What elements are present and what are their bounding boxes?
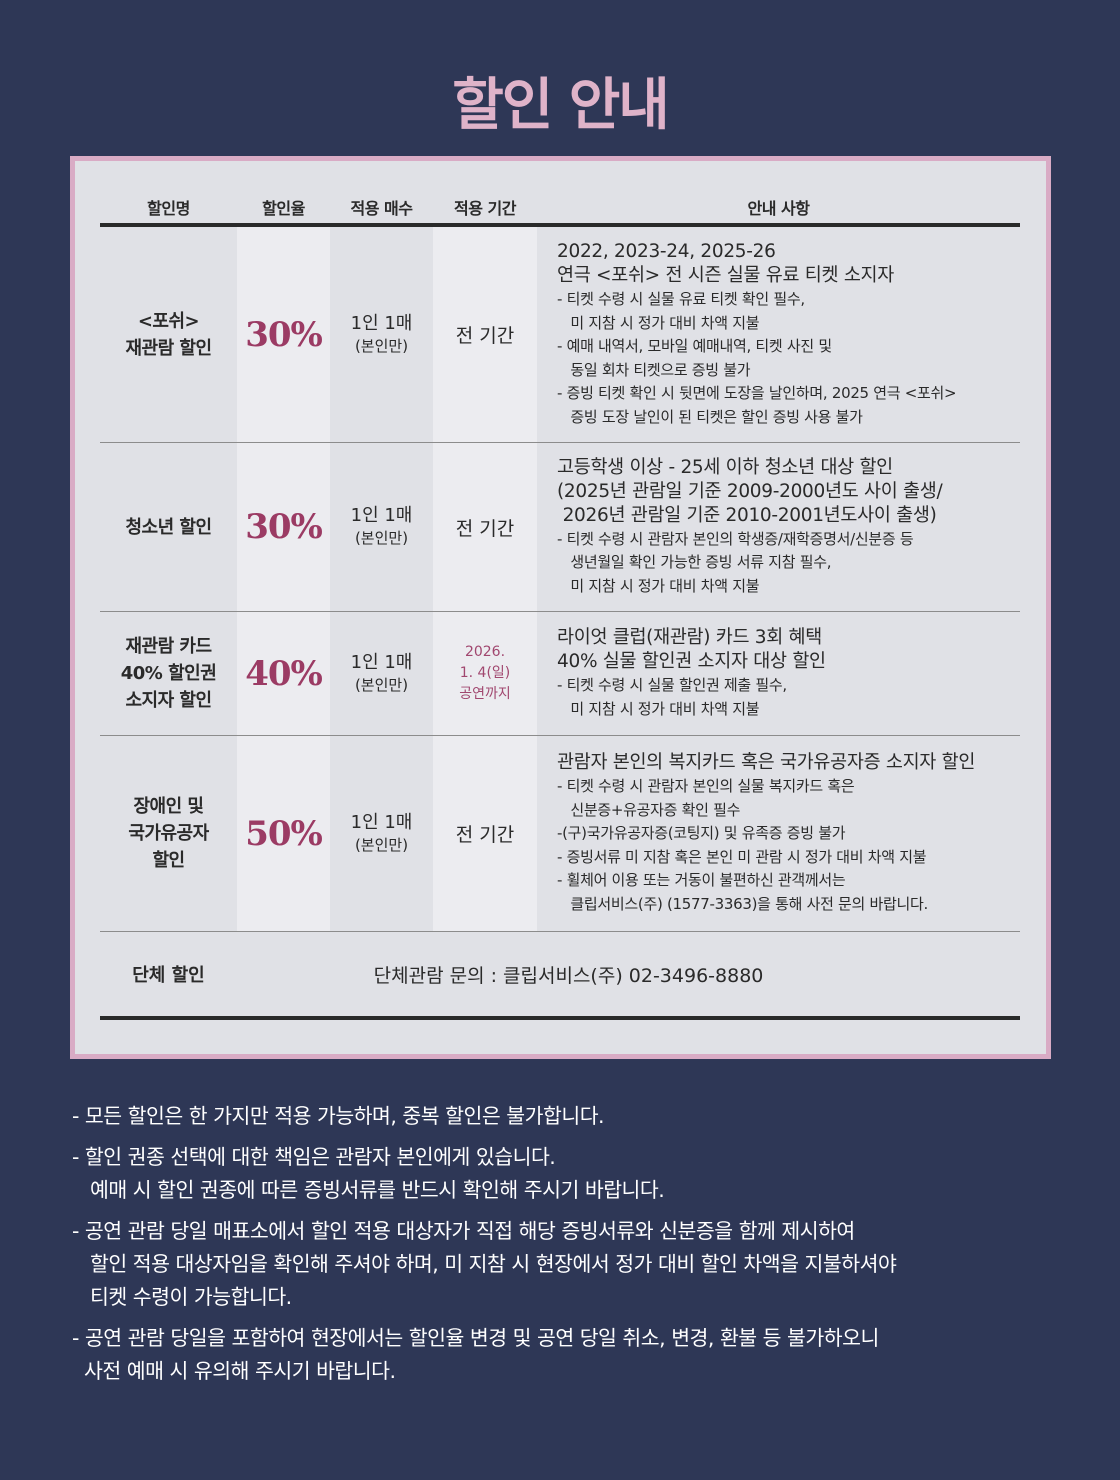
quantity-cell: 1인 1매 (본인만) [330, 612, 433, 735]
discount-rate: 40% [237, 612, 330, 735]
discount-name: <포쉬> 재관람 할인 [125, 310, 212, 359]
discount-table-panel: 할인명 할인율 적용 매수 적용 기간 안내 사항 <포쉬> 재관람 할인 30… [70, 156, 1051, 1059]
period: 2026. 1. 4(일) 공연까지 [433, 612, 537, 735]
quantity: 1인 1매 [350, 811, 413, 833]
info-body: - 티켓 수령 시 실물 할인권 제출 필수, 미 지참 시 정가 대비 차액 … [557, 676, 787, 718]
table-header: 할인명 할인율 적용 매수 적용 기간 안내 사항 [100, 161, 1020, 227]
quantity: 1인 1매 [350, 312, 413, 334]
discount-name: 장애인 및 국가유공자 할인 [128, 796, 209, 871]
table-row: 장애인 및 국가유공자 할인 50% 1인 1매 (본인만) 전 기간 관람자 본… [100, 736, 1020, 932]
discount-table: 할인명 할인율 적용 매수 적용 기간 안내 사항 <포쉬> 재관람 할인 30… [100, 161, 1020, 1020]
discount-rate: 50% [237, 736, 330, 931]
info-heading: 라이엇 클럽(재관람) 카드 3회 혜택 40% 실물 할인권 소지자 대상 할… [557, 627, 826, 672]
page-title: 할인 안내 [452, 73, 670, 138]
note-item: - 할인 권종 선택에 대한 책임은 관람자 본인에게 있습니다. 예매 시 할… [72, 1145, 665, 1202]
info-body: - 티켓 수령 시 실물 유료 티켓 확인 필수, 미 지참 시 정가 대비 차… [557, 290, 957, 426]
period: 전 기간 [433, 736, 537, 931]
discount-rate: 30% [237, 443, 330, 611]
discount-rate: 30% [237, 227, 330, 442]
quantity-note: (본인만) [354, 529, 409, 547]
period: 전 기간 [433, 443, 537, 611]
info-cell: 라이엇 클럽(재관람) 카드 3회 혜택 40% 실물 할인권 소지자 대상 할… [537, 612, 1020, 735]
header-info: 안내 사항 [747, 199, 810, 218]
info-heading: 고등학생 이상 - 25세 이하 청소년 대상 할인 (2025년 관람일 기준… [557, 456, 943, 526]
note-item: - 모든 할인은 한 가지만 적용 가능하며, 중복 할인은 불가합니다. [72, 1104, 605, 1128]
quantity-note: (본인만) [354, 675, 409, 694]
quantity-note: (본인만) [354, 336, 409, 355]
quantity-cell: 1인 1매 (본인만) [330, 227, 433, 442]
header-period: 적용 기간 [454, 199, 516, 218]
quantity: 1인 1매 [350, 505, 413, 526]
info-cell: 관람자 본인의 복지카드 혹은 국가유공자증 소지자 할인 - 티켓 수령 시 관… [537, 736, 1020, 931]
discount-name: 재관람 카드 40% 할인권 소지자 할인 [120, 636, 217, 711]
info-body: - 티켓 수령 시 관람자 본인의 실물 복지카드 혹은 신분증+유공자증 확인… [557, 777, 928, 913]
info-heading: 관람자 본인의 복지카드 혹은 국가유공자증 소지자 할인 [557, 752, 976, 773]
info-body: - 티켓 수령 시 관람자 본인의 학생증/재학증명서/신분증 등 생년월일 확… [557, 529, 914, 595]
notes-list: - 모든 할인은 한 가지만 적용 가능하며, 중복 할인은 불가합니다. - 할… [72, 1100, 897, 1396]
group-name: 단체 할인 [132, 965, 205, 986]
info-cell: 2022, 2023-24, 2025-26 연극 <포쉬> 전 시즌 실물 유… [537, 227, 1020, 442]
discount-name: 청소년 할인 [125, 516, 212, 538]
header-name: 할인명 [147, 199, 190, 218]
header-qty: 적용 매수 [350, 199, 413, 218]
table-row: 재관람 카드 40% 할인권 소지자 할인 40% 1인 1매 (본인만) 202… [100, 612, 1020, 736]
table-row: 청소년 할인 30% 1인 1매 (본인만) 전 기간 고등학생 이상 - 25세… [100, 443, 1020, 612]
note-item: - 공연 관람 당일 매표소에서 할인 적용 대상자가 직접 해당 증빙서류와 … [72, 1219, 897, 1309]
quantity-cell: 1인 1매 (본인만) [330, 736, 433, 931]
header-rate: 할인율 [262, 199, 305, 218]
note-item: - 공연 관람 당일을 포함하여 현장에서는 할인율 변경 및 공연 당일 취소… [72, 1326, 879, 1383]
table-row: <포쉬> 재관람 할인 30% 1인 1매 (본인만) 전 기간 2022, 20… [100, 227, 1020, 443]
info-heading: 2022, 2023-24, 2025-26 연극 <포쉬> 전 시즌 실물 유… [557, 241, 894, 286]
quantity: 1인 1매 [350, 651, 413, 673]
group-info: 단체관람 문의 : 클립서비스(주) 02-3496-8880 [373, 964, 764, 987]
period: 전 기간 [433, 227, 537, 442]
quantity-note: (본인만) [354, 835, 409, 854]
info-cell: 고등학생 이상 - 25세 이하 청소년 대상 할인 (2025년 관람일 기준… [537, 443, 1020, 611]
group-discount-row: 단체 할인 단체관람 문의 : 클립서비스(주) 02-3496-8880 [100, 932, 1020, 1020]
quantity-cell: 1인 1매 (본인만) [330, 443, 433, 611]
